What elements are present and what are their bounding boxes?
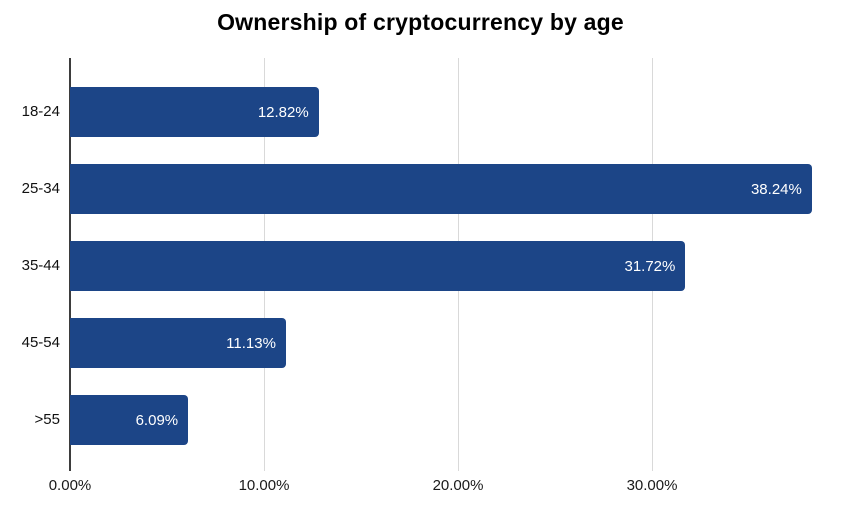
chart-title: Ownership of cryptocurrency by age — [217, 9, 624, 35]
category-label-18-24: 18-24 — [21, 103, 60, 120]
x-tick-label-30.00%: 30.00% — [626, 477, 678, 494]
bar-45-54[interactable]: 11.13% — [70, 318, 286, 368]
x-tick-label-10.00%: 10.00% — [238, 477, 290, 494]
bar-value-label: 31.72% — [624, 257, 676, 275]
category-label-25-34: 25-34 — [21, 180, 60, 197]
category-label-35-44: 35-44 — [21, 257, 60, 274]
x-tick-label-20.00%: 20.00% — [432, 477, 484, 494]
category-label->55: >55 — [34, 411, 60, 428]
bar->55[interactable]: 6.09% — [70, 395, 189, 445]
category-label-45-54: 45-54 — [21, 334, 60, 351]
bar-18-24[interactable]: 12.82% — [70, 87, 319, 137]
bar-value-label: 12.82% — [257, 103, 309, 121]
bar-25-34[interactable]: 38.24% — [70, 164, 812, 214]
bar-35-44[interactable]: 31.72% — [70, 241, 686, 291]
bar-value-label: 6.09% — [135, 411, 179, 429]
bar-value-label: 11.13% — [226, 334, 276, 352]
bar-value-label: 38.24% — [750, 180, 802, 198]
x-tick-label-0.00%: 0.00% — [48, 477, 92, 494]
plot-area: 12.82% 38.24% 31.72% 11.13% 6.09% — [69, 58, 822, 471]
